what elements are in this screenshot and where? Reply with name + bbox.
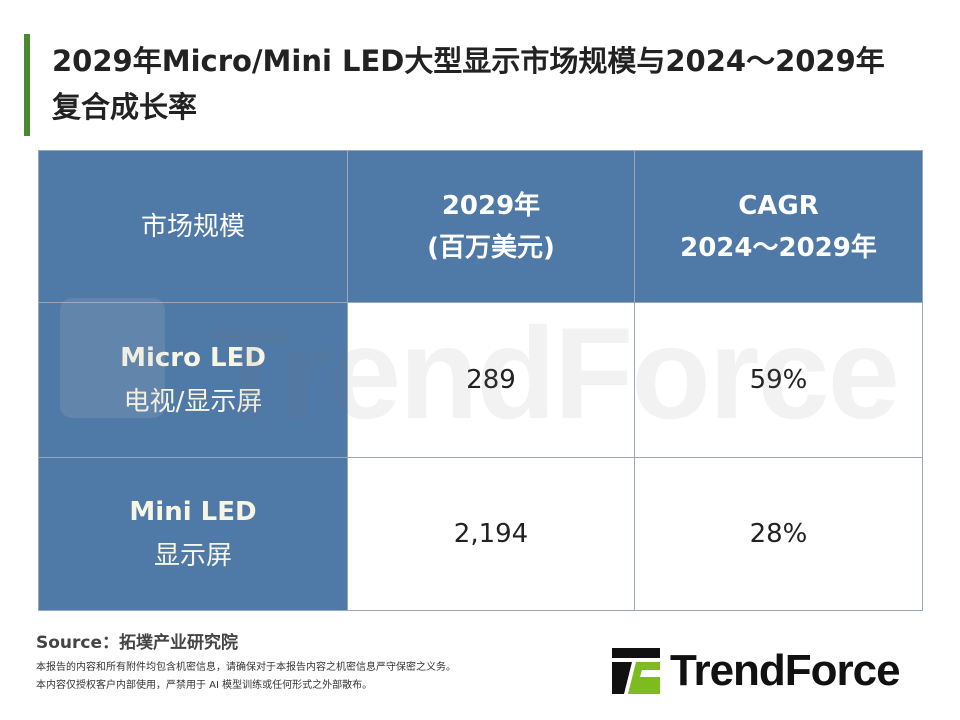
header-market-size: 市场规模: [38, 150, 348, 303]
market-size-table: 市场规模 2029年 (百万美元) CAGR 2024～2029年 Micro LE…: [38, 150, 923, 611]
disclaimer-line-1: 本报告的内容和所有附件均包含机密信息，请确保对于本报告内容之机密信息严守保密之义…: [36, 662, 456, 673]
table-row: Micro LED 电视/显示屏 289 59%: [38, 302, 923, 458]
header-cagr-period: 2024～2029年: [680, 232, 877, 263]
header-cagr-label: CAGR: [738, 190, 819, 221]
table-header-row: 市场规模 2029年 (百万美元) CAGR 2024～2029年: [38, 150, 923, 303]
cagr-cell: 28%: [634, 457, 923, 611]
header-year: 2029年: [441, 190, 541, 221]
cagr-cell: 59%: [634, 302, 923, 458]
trendforce-logo: TrendForce: [612, 646, 901, 696]
row-label: Micro LED 电视/显示屏: [38, 302, 348, 458]
header-unit: (百万美元): [427, 232, 555, 263]
title-accent-bar: [24, 34, 30, 136]
value-cell: 2,194: [347, 457, 635, 611]
source-note: Source：拓墣产业研究院: [36, 633, 239, 653]
trendforce-logo-icon: [612, 648, 660, 694]
header-2029: 2029年 (百万美元): [347, 150, 635, 303]
row-label-cn: 显示屏: [153, 541, 232, 571]
disclaimer-line-2: 本内容仅授权客户内部使用，严禁用于 AI 模型训练或任何形式之外部散布。: [36, 680, 373, 691]
table-row: Mini LED 显示屏 2,194 28%: [38, 457, 923, 611]
row-label-en: Mini LED: [129, 497, 257, 527]
logo-text: TrendForce: [670, 646, 901, 695]
header-cagr: CAGR 2024～2029年: [634, 150, 923, 303]
row-label-cn: 电视/显示屏: [123, 387, 263, 417]
row-label: Mini LED 显示屏: [38, 457, 348, 611]
value-cell: 289: [347, 302, 635, 458]
row-label-en: Micro LED: [120, 343, 266, 373]
page-title: 2029年Micro/Mini LED大型显示市场规模与2024～2029年复合…: [52, 44, 885, 124]
